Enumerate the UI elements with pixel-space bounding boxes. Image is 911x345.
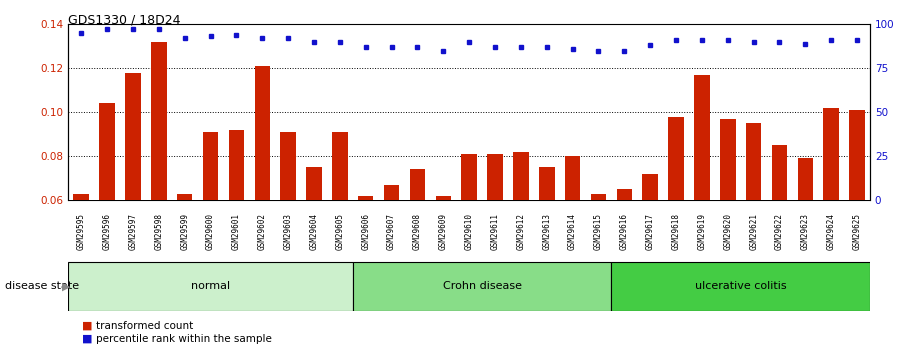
- Text: GSM29605: GSM29605: [335, 213, 344, 250]
- Text: GSM29601: GSM29601: [232, 213, 241, 250]
- Text: GSM29608: GSM29608: [413, 213, 422, 250]
- Text: GSM29610: GSM29610: [465, 213, 474, 250]
- Bar: [590, 194, 606, 332]
- Text: GSM29618: GSM29618: [671, 213, 681, 250]
- Bar: [74, 194, 89, 332]
- Bar: [720, 119, 735, 332]
- Bar: [151, 42, 167, 332]
- Text: GSM29623: GSM29623: [801, 213, 810, 250]
- Bar: [281, 132, 296, 332]
- Bar: [824, 108, 839, 332]
- Bar: [849, 110, 865, 332]
- Text: GSM29612: GSM29612: [517, 213, 526, 250]
- Bar: [358, 196, 374, 332]
- Bar: [694, 75, 710, 332]
- Bar: [203, 132, 219, 332]
- Text: ■: ■: [82, 321, 93, 331]
- Bar: [410, 169, 425, 332]
- Bar: [384, 185, 399, 332]
- Text: GSM29603: GSM29603: [283, 213, 292, 250]
- Text: GSM29619: GSM29619: [698, 213, 706, 250]
- Bar: [254, 66, 270, 332]
- Text: GSM29625: GSM29625: [853, 213, 862, 250]
- Text: disease state: disease state: [5, 282, 78, 291]
- Text: GSM29611: GSM29611: [490, 213, 499, 250]
- Text: GSM29596: GSM29596: [103, 213, 112, 250]
- Text: ulcerative colitis: ulcerative colitis: [695, 282, 786, 291]
- Text: GSM29602: GSM29602: [258, 213, 267, 250]
- Text: GDS1330 / 18D24: GDS1330 / 18D24: [68, 14, 180, 27]
- Text: GSM29595: GSM29595: [77, 213, 86, 250]
- Bar: [333, 132, 348, 332]
- Bar: [435, 196, 451, 332]
- Text: GSM29615: GSM29615: [594, 213, 603, 250]
- Text: ▶: ▶: [62, 282, 70, 291]
- Bar: [642, 174, 658, 332]
- Text: GSM29607: GSM29607: [387, 213, 396, 250]
- Bar: [611, 262, 870, 310]
- Text: ■: ■: [82, 334, 93, 344]
- Bar: [487, 154, 503, 332]
- Bar: [746, 123, 762, 332]
- Bar: [617, 189, 632, 332]
- Text: GSM29599: GSM29599: [180, 213, 189, 250]
- Text: GSM29614: GSM29614: [568, 213, 577, 250]
- Bar: [669, 117, 684, 332]
- Bar: [565, 156, 580, 332]
- Text: normal: normal: [191, 282, 230, 291]
- Text: Crohn disease: Crohn disease: [443, 282, 522, 291]
- Bar: [125, 72, 140, 332]
- Text: GSM29600: GSM29600: [206, 213, 215, 250]
- Text: GSM29613: GSM29613: [542, 213, 551, 250]
- Bar: [99, 104, 115, 332]
- Text: transformed count: transformed count: [96, 321, 193, 331]
- Text: GSM29621: GSM29621: [749, 213, 758, 250]
- Bar: [229, 130, 244, 332]
- Bar: [306, 167, 322, 332]
- Bar: [798, 158, 814, 332]
- Text: GSM29617: GSM29617: [646, 213, 655, 250]
- Text: percentile rank within the sample: percentile rank within the sample: [96, 334, 271, 344]
- Text: GSM29624: GSM29624: [826, 213, 835, 250]
- Text: GSM29620: GSM29620: [723, 213, 732, 250]
- Bar: [772, 145, 787, 332]
- Text: GSM29609: GSM29609: [439, 213, 448, 250]
- Text: GSM29616: GSM29616: [619, 213, 629, 250]
- Bar: [68, 262, 353, 310]
- Text: GSM29622: GSM29622: [775, 213, 784, 250]
- Text: GSM29604: GSM29604: [310, 213, 319, 250]
- Bar: [539, 167, 555, 332]
- Bar: [353, 262, 611, 310]
- Text: GSM29598: GSM29598: [154, 213, 163, 250]
- Bar: [177, 194, 192, 332]
- Text: GSM29606: GSM29606: [362, 213, 370, 250]
- Bar: [461, 154, 477, 332]
- Bar: [513, 152, 528, 332]
- Text: GSM29597: GSM29597: [128, 213, 138, 250]
